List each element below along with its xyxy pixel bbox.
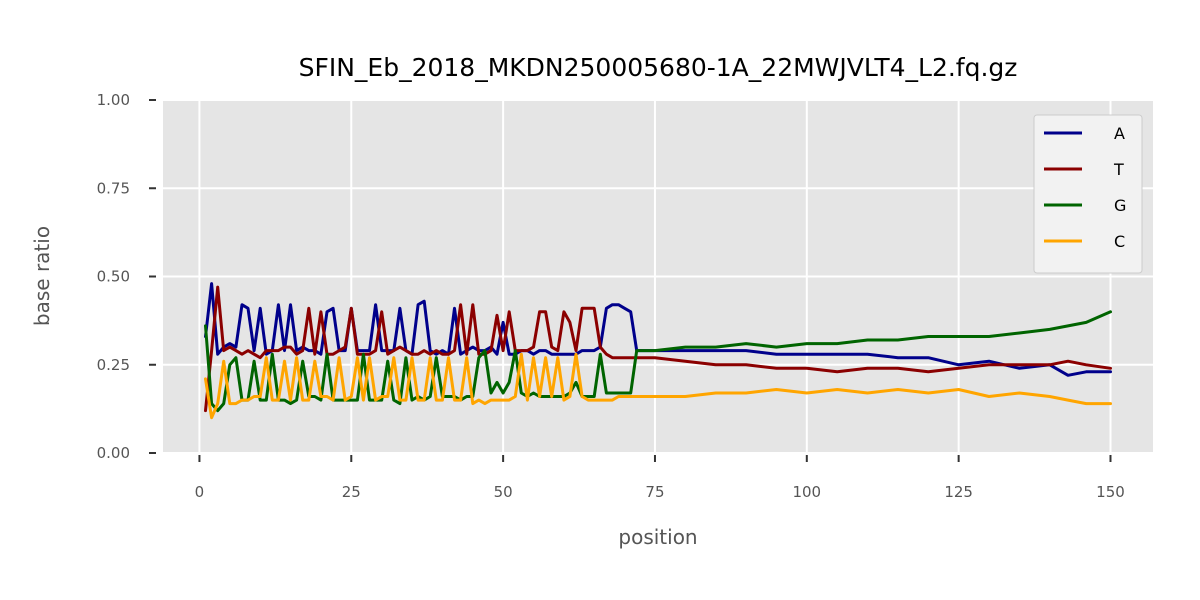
- x-tick-label: 0: [195, 483, 205, 501]
- x-tick-label: 125: [944, 483, 973, 501]
- x-tick-label: 75: [645, 483, 664, 501]
- x-tick-label: 25: [342, 483, 361, 501]
- x-tick-label: 100: [792, 483, 821, 501]
- y-tick-label: 1.00: [97, 91, 130, 109]
- x-tick-label: 150: [1096, 483, 1125, 501]
- y-tick-label: 0.00: [97, 444, 130, 462]
- legend-label-g: G: [1114, 196, 1126, 215]
- y-tick-label: 0.75: [97, 179, 130, 197]
- y-tick-label: 0.50: [97, 268, 130, 286]
- series-lines: [204, 282, 1112, 420]
- y-axis-label: base ratio: [30, 226, 54, 326]
- legend-label-c: C: [1114, 232, 1125, 251]
- series-line-t: [204, 285, 1112, 413]
- legend-label-a: A: [1114, 124, 1125, 143]
- series-line-a: [204, 282, 1112, 377]
- axes: 0 25 50 75 100 125 150 0.00 0.25 0.50 0.75 1.00: [97, 91, 1125, 501]
- x-axis-label: position: [618, 525, 697, 549]
- series-line-c: [204, 352, 1112, 420]
- legend-box: [1033, 114, 1143, 274]
- y-tick-label: 0.25: [97, 356, 130, 374]
- x-tick-label: 50: [494, 483, 513, 501]
- chart-title: SFIN_Eb_2018_MKDN250005680-1A_22MWJVLT4_…: [299, 53, 1018, 82]
- legend-label-t: T: [1113, 160, 1124, 179]
